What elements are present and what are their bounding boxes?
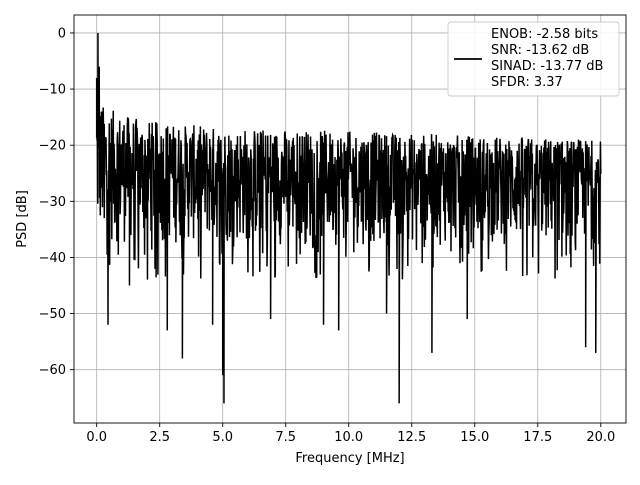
x-tick-label: 0.0	[86, 430, 107, 445]
y-tick-label: 0	[58, 26, 66, 41]
y-tick-label: −20	[39, 139, 66, 154]
legend-entry-snr: SNR: -13.62 dB	[491, 43, 589, 58]
x-tick-label: 12.5	[397, 430, 426, 445]
legend-entry-enob: ENOB: -2.58 bits	[491, 27, 598, 42]
x-axis-ticks: 0.0 2.5 5.0 7.5 10.0 12.5 15.0 17.5 20.0	[86, 423, 615, 445]
x-tick-label: 5.0	[212, 430, 233, 445]
y-tick-label: −50	[39, 307, 66, 322]
y-tick-label: −60	[39, 363, 66, 378]
x-tick-label: 7.5	[275, 430, 296, 445]
y-tick-label: −10	[39, 83, 66, 98]
legend-entry-sinad: SINAD: -13.77 dB	[491, 59, 603, 74]
axes-frame	[73, 14, 627, 424]
x-axis-label: Frequency [MHz]	[295, 451, 404, 466]
plot-area	[95, 32, 602, 404]
x-tick-label: 17.5	[523, 430, 552, 445]
x-tick-label: 15.0	[460, 430, 489, 445]
y-axis-ticks: 0 −10 −20 −30 −40 −50 −60	[39, 26, 74, 378]
legend-entry-sfdr: SFDR: 3.37	[491, 75, 563, 90]
x-tick-label: 2.5	[149, 430, 170, 445]
legend: ENOB: -2.58 bits SNR: -13.62 dB SINAD: -…	[447, 21, 620, 97]
x-tick-label: 20.0	[586, 430, 615, 445]
y-axis-label: PSD [dB]	[15, 190, 30, 248]
y-tick-label: −30	[39, 195, 66, 210]
series-line-psd	[95, 32, 602, 404]
y-tick-label: −40	[39, 251, 66, 266]
x-tick-label: 10.0	[334, 430, 363, 445]
legend-box	[447, 21, 620, 97]
